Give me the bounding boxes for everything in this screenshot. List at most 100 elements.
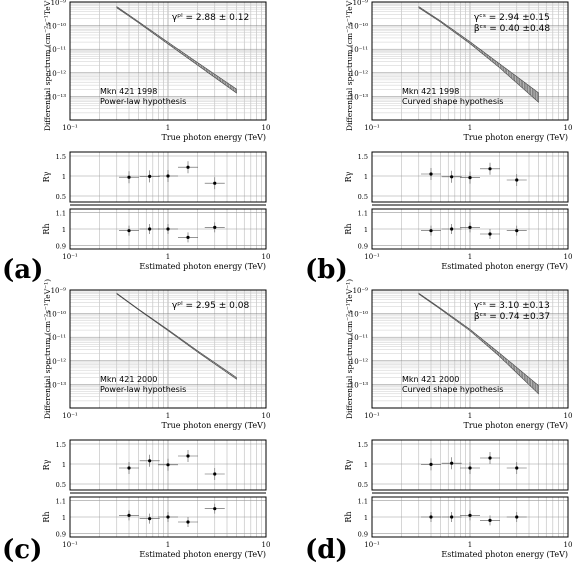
y-tick-label: 10⁻¹¹ (350, 46, 368, 54)
fit-parameter-text: γᵖˡ = 2.88 ± 0.12 (172, 13, 249, 23)
spectrum-y-axis-label: Differential spectrum (cm⁻²s⁻¹TeV⁻¹) (43, 279, 52, 419)
ratio-gamma-frame (371, 151, 569, 203)
ratio-h-point (450, 515, 454, 519)
x-tick-label: 10⁻¹ (62, 412, 78, 420)
ratio-h-point (127, 513, 131, 517)
spectrum-y-axis-label: Differential spectrum (cm⁻²s⁻¹TeV⁻¹) (345, 0, 354, 131)
fit-parameter-text: γᶜˢ = 3.10 ±0.13 (474, 301, 550, 311)
r-gamma-tick-label: 1.5 (56, 153, 66, 161)
r-h-tick-label: 0.9 (358, 531, 368, 539)
y-tick-label: 10⁻⁹ (51, 287, 67, 295)
x-tick-label: 1 (468, 253, 472, 261)
y-tick-label: 10⁻¹³ (350, 381, 368, 389)
y-tick-label: 10⁻¹⁰ (350, 23, 368, 31)
r-gamma-tick-label: 1 (62, 173, 66, 181)
r-h-tick-label: 1.1 (56, 497, 66, 505)
r-h-tick-label: 1 (62, 514, 66, 522)
ratio-h-point (468, 225, 472, 229)
ratio-gamma-point (468, 176, 472, 180)
ratio-h-frame (69, 208, 267, 250)
r-gamma-tick-label: 1 (62, 461, 66, 469)
x-tick-label: 1 (166, 412, 170, 420)
fit-parameter-text: γᶜˢ = 2.94 ±0.15 (474, 13, 550, 23)
ratio-gamma-frame (371, 439, 569, 491)
spectrum-x-axis-label: True photon energy (TeV) (463, 421, 568, 430)
x-tick-label: 10 (262, 253, 271, 261)
r-gamma-tick-label: 1 (364, 461, 368, 469)
r-h-tick-label: 0.9 (56, 531, 66, 539)
ratio-gamma-plot: 1.5 1 0.5 Rγ (344, 151, 569, 203)
r-gamma-tick-label: 0.5 (56, 193, 66, 201)
r-gamma-axis-label: Rγ (42, 459, 51, 470)
r-h-tick-label: 1.1 (358, 497, 368, 505)
x-tick-label: 10 (564, 253, 573, 261)
spectrum-frame (371, 289, 569, 409)
ratio-h-point (148, 227, 152, 231)
hypothesis-label: Power-law hypothesis (100, 385, 186, 394)
panel-label-b: (b) (305, 255, 348, 285)
ratio-gamma-point (127, 175, 131, 179)
y-tick-label: 10⁻¹² (48, 70, 66, 78)
x-tick-label: 1 (166, 124, 170, 132)
x-tick-label: 10 (564, 124, 573, 132)
y-tick-label: 10⁻⁹ (51, 0, 67, 7)
y-tick-label: 10⁻¹¹ (48, 46, 66, 54)
x-tick-label: 10⁻¹ (62, 541, 78, 549)
y-tick-label: 10⁻¹² (350, 70, 368, 78)
ratio-gamma-point (515, 466, 519, 470)
r-h-tick-label: 1 (364, 514, 368, 522)
ratio-x-axis-label: Estimated photon energy (TeV) (139, 550, 266, 559)
ratio-h-point (450, 227, 454, 231)
r-gamma-tick-label: 1.5 (358, 441, 368, 449)
ratio-x-axis-label: Estimated photon energy (TeV) (441, 262, 568, 271)
ratio-h-point (488, 232, 492, 236)
x-tick-label: 1 (166, 541, 170, 549)
ratio-gamma-plot: 1.5 1 0.5 Rγ (344, 439, 569, 491)
x-tick-label: 10 (564, 541, 573, 549)
spectrum-x-axis-label: True photon energy (TeV) (161, 133, 266, 142)
ratio-h-frame (69, 496, 267, 538)
r-h-tick-label: 1 (364, 226, 368, 234)
ratio-gamma-point (127, 466, 131, 470)
panel-label-c: (c) (2, 535, 43, 565)
ratio-gamma-frame (69, 151, 267, 203)
ratio-gamma-point (450, 461, 454, 465)
ratio-h-point (213, 507, 217, 511)
ratio-h-point (515, 515, 519, 519)
r-gamma-tick-label: 1.5 (358, 153, 368, 161)
x-tick-label: 1 (166, 253, 170, 261)
ratio-gamma-plot: 1.5 1 0.5 Rγ (42, 439, 267, 491)
ratio-h-point (166, 227, 170, 231)
r-gamma-tick-label: 0.5 (358, 193, 368, 201)
ratio-h-point (488, 518, 492, 522)
r-h-axis-label: Rh (344, 223, 353, 234)
ratio-h-point (127, 229, 131, 233)
r-h-axis-label: Rh (42, 511, 51, 522)
r-gamma-axis-label: Rγ (344, 171, 353, 182)
x-tick-label: 10 (262, 412, 271, 420)
r-h-tick-label: 1.1 (358, 209, 368, 217)
source-label: Mkn 421 1998 (100, 87, 157, 96)
ratio-gamma-point (450, 175, 454, 179)
source-label: Mkn 421 2000 (100, 375, 157, 384)
r-gamma-tick-label: 1.5 (56, 441, 66, 449)
r-gamma-tick-label: 0.5 (358, 481, 368, 489)
r-h-tick-label: 1.1 (56, 209, 66, 217)
ratio-gamma-point (148, 459, 152, 463)
ratio-h-frame (371, 208, 569, 250)
y-tick-label: 10⁻¹¹ (48, 334, 66, 342)
panel-label-a: (a) (2, 255, 44, 285)
x-tick-label: 1 (468, 124, 472, 132)
r-h-axis-label: Rh (344, 511, 353, 522)
spectrum-frame (371, 1, 569, 121)
spectrum-x-axis-label: True photon energy (TeV) (161, 421, 266, 430)
